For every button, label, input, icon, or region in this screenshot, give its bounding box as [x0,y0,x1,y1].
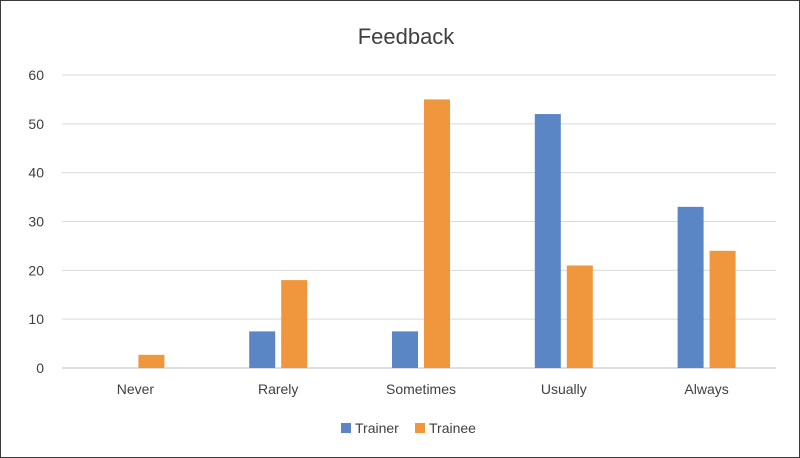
x-category-label: Always [684,381,728,397]
bar-trainee-always [709,250,736,368]
bar-trainee-never [138,354,165,368]
y-tick-label: 10 [28,311,44,327]
y-tick-label: 50 [28,116,44,132]
chart-title: Feedback [358,24,456,49]
y-tick-label: 20 [28,262,44,278]
bar-trainee-sometimes [424,99,450,369]
legend-swatch-trainer [341,423,351,433]
bar-trainer-sometimes [392,331,418,368]
legend: Trainer Trainee [341,420,476,436]
bar-trainee-rarely [281,280,308,368]
bar-trainer-rarely [249,331,276,368]
bar-trainer-usually [534,114,561,368]
y-tick-label: 0 [36,360,44,376]
legend-swatch-trainee [415,423,425,433]
x-axis-labels: Never Rarely Sometimes Usually Always [117,381,729,397]
x-category-label: Never [117,381,155,397]
legend-label-trainer: Trainer [355,420,399,436]
bar-trainer-always [677,206,704,368]
gridlines [62,74,776,369]
y-tick-label: 30 [28,214,44,230]
bar-trainee-usually [566,265,593,368]
y-tick-label: 60 [28,67,44,83]
y-axis-ticks: 0 10 20 30 40 50 60 [28,67,44,376]
x-category-label: Usually [541,381,587,397]
y-tick-label: 40 [28,165,44,181]
bars [138,99,736,369]
x-category-label: Rarely [258,381,298,397]
legend-label-trainee: Trainee [429,420,476,436]
x-category-label: Sometimes [386,381,456,397]
